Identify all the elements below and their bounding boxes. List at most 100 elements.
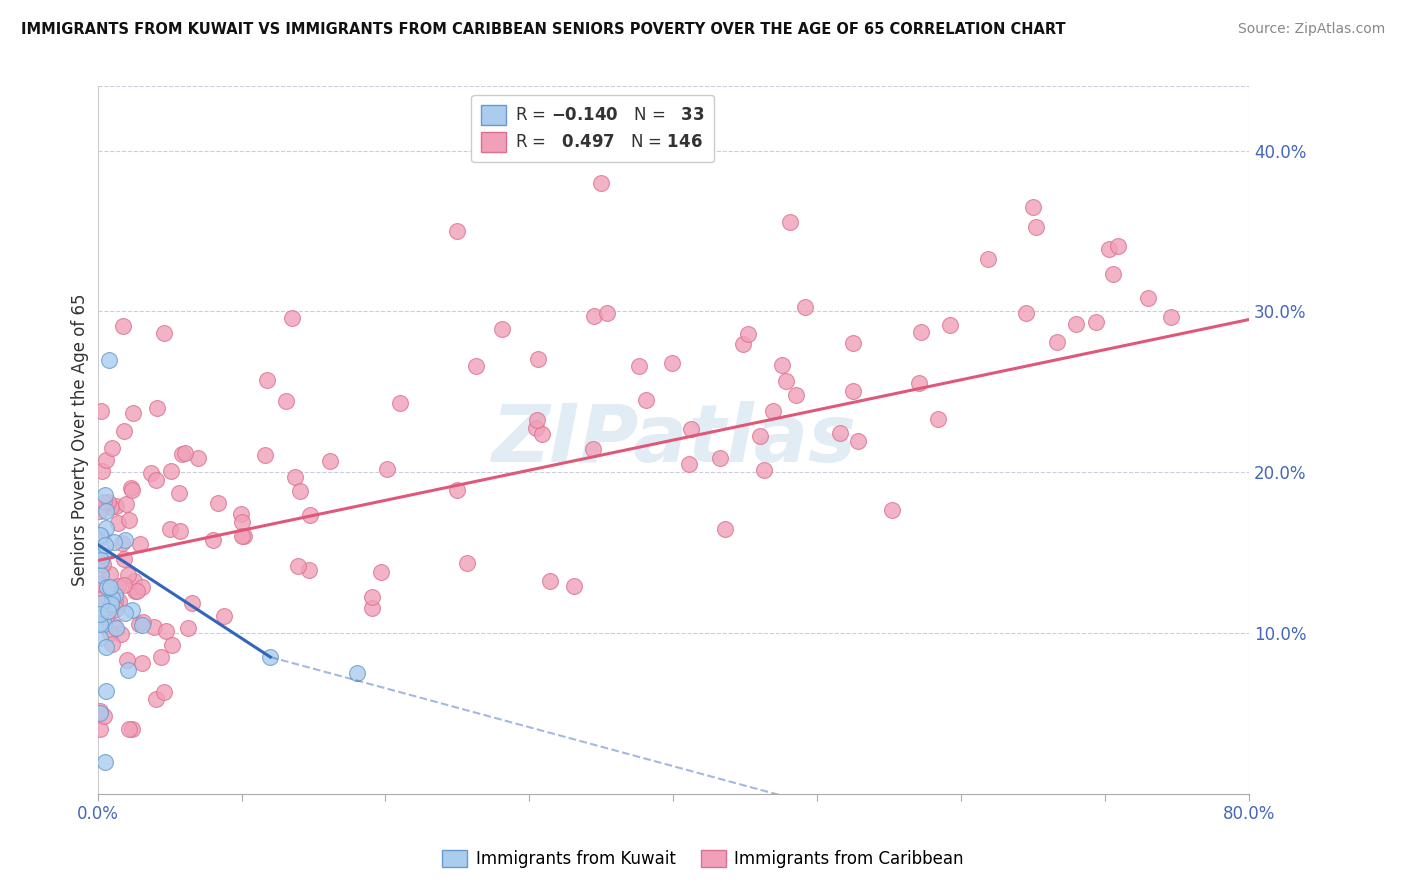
Point	[128, 616, 150, 631]
Point	[785, 388, 807, 402]
Point	[146, 401, 169, 416]
Point	[661, 356, 683, 370]
Point	[167, 486, 190, 500]
Point	[169, 524, 191, 538]
Point	[149, 650, 172, 665]
Point	[91, 548, 114, 562]
Point	[103, 618, 125, 632]
Point	[91, 530, 114, 544]
Point	[977, 252, 1000, 266]
Point	[93, 558, 115, 572]
Point	[117, 663, 139, 677]
Point	[101, 637, 124, 651]
Point	[155, 624, 177, 638]
Point	[97, 604, 120, 618]
Point	[105, 621, 128, 635]
Point	[737, 327, 759, 342]
Point	[714, 522, 737, 536]
Point	[1107, 239, 1129, 253]
Legend: Immigrants from Kuwait, Immigrants from Caribbean: Immigrants from Kuwait, Immigrants from …	[436, 843, 970, 875]
Point	[907, 376, 929, 391]
Point	[91, 464, 114, 478]
Point	[89, 504, 111, 518]
Y-axis label: Seniors Poverty Over the Age of 65: Seniors Poverty Over the Age of 65	[72, 293, 89, 586]
Point	[139, 466, 162, 480]
Point	[110, 627, 132, 641]
Point	[298, 508, 321, 522]
Point	[114, 607, 136, 621]
Point	[118, 513, 141, 527]
Point	[256, 373, 278, 387]
Point	[121, 603, 143, 617]
Point	[103, 535, 125, 549]
Point	[562, 579, 585, 593]
Point	[89, 631, 111, 645]
Point	[89, 706, 111, 720]
Point	[582, 442, 605, 456]
Point	[538, 574, 561, 588]
Point	[142, 620, 165, 634]
Point	[145, 691, 167, 706]
Point	[446, 483, 468, 497]
Point	[762, 403, 785, 417]
Point	[793, 300, 815, 314]
Point	[94, 538, 117, 552]
Point	[283, 469, 305, 483]
Point	[101, 591, 124, 606]
Point	[97, 495, 120, 509]
Point	[104, 594, 127, 608]
Point	[446, 224, 468, 238]
Point	[360, 590, 382, 604]
Point	[678, 457, 700, 471]
Point	[679, 422, 702, 436]
Point	[105, 499, 128, 513]
Point	[127, 584, 149, 599]
Point	[259, 650, 281, 665]
Point	[131, 656, 153, 670]
Point	[361, 600, 384, 615]
Point	[231, 515, 253, 529]
Point	[491, 322, 513, 336]
Point	[107, 579, 129, 593]
Point	[927, 412, 949, 426]
Point	[93, 579, 115, 593]
Point	[112, 319, 135, 334]
Point	[111, 535, 134, 549]
Point	[531, 427, 554, 442]
Point	[98, 580, 121, 594]
Point	[846, 434, 869, 448]
Point	[89, 705, 111, 719]
Point	[177, 622, 200, 636]
Point	[89, 577, 111, 591]
Point	[231, 507, 253, 521]
Point	[122, 406, 145, 420]
Point	[90, 566, 112, 580]
Point	[1137, 291, 1160, 305]
Point	[124, 584, 146, 599]
Point	[159, 522, 181, 536]
Point	[709, 451, 731, 466]
Point	[114, 424, 136, 438]
Point	[94, 452, 117, 467]
Point	[1064, 318, 1087, 332]
Point	[115, 496, 138, 510]
Point	[93, 708, 115, 723]
Point	[90, 553, 112, 567]
Point	[153, 685, 176, 699]
Point	[89, 556, 111, 570]
Point	[132, 615, 155, 630]
Point	[160, 464, 183, 478]
Point	[98, 352, 121, 367]
Point	[842, 336, 865, 351]
Point	[779, 215, 801, 229]
Point	[526, 351, 548, 366]
Point	[212, 609, 235, 624]
Point	[94, 640, 117, 654]
Point	[830, 425, 852, 440]
Point	[627, 359, 650, 374]
Point	[464, 359, 486, 373]
Point	[634, 392, 657, 407]
Point	[1046, 335, 1069, 350]
Point	[89, 607, 111, 621]
Point	[596, 306, 619, 320]
